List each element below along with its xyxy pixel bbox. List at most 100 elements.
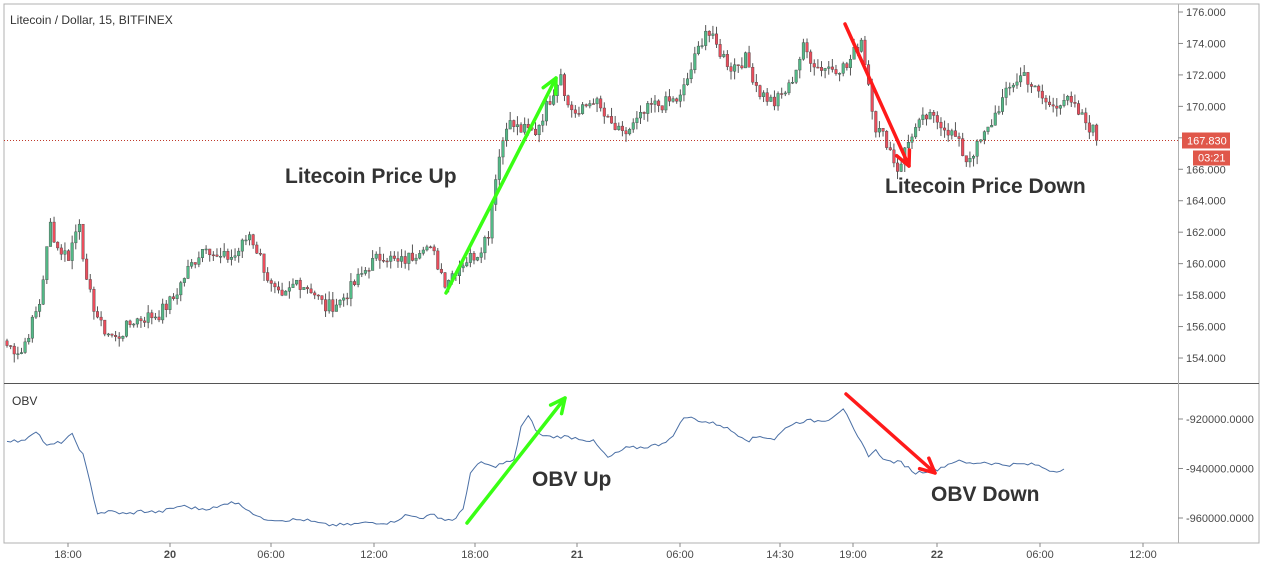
candle (425, 244, 429, 252)
candle (943, 120, 947, 138)
candle (686, 72, 690, 86)
candle (628, 127, 632, 136)
candle (715, 26, 719, 49)
candle-down (378, 253, 382, 261)
candle-down (262, 253, 266, 273)
candle-up (848, 59, 852, 68)
candle (830, 58, 834, 73)
candle-down (780, 93, 784, 95)
candle-up (678, 94, 682, 102)
candle-down (932, 112, 936, 116)
candle-up (240, 239, 244, 252)
candle (121, 335, 125, 342)
candle-down (436, 250, 440, 270)
time-tick-label: 21 (571, 549, 583, 561)
candle-down (610, 116, 614, 124)
candle (704, 25, 708, 51)
candle-down (56, 241, 60, 249)
candle-down (660, 105, 664, 111)
candle (190, 258, 194, 269)
candle-down (620, 125, 624, 131)
candle-down (961, 138, 965, 156)
candle-up (628, 129, 632, 135)
candle-down (519, 124, 523, 133)
candle (67, 249, 71, 261)
candle-down (1048, 101, 1052, 106)
candle-up (38, 304, 42, 312)
candle (349, 273, 353, 307)
candle-up (921, 114, 925, 120)
candle-up (671, 98, 675, 102)
candle (1029, 82, 1033, 93)
candle (1048, 95, 1052, 108)
candle (1095, 123, 1099, 146)
candle (1073, 94, 1077, 108)
candle-up (1011, 84, 1015, 88)
candle-up (425, 246, 429, 251)
candle-down (150, 312, 154, 319)
candle (153, 312, 157, 321)
candle-up (827, 66, 831, 69)
obv-tick-label: -940000.0000 (1186, 464, 1254, 476)
candle (59, 244, 63, 261)
candle-down (381, 260, 385, 262)
candle (143, 316, 147, 327)
candle-down (939, 121, 943, 129)
candle-up (418, 253, 422, 259)
candle-up (229, 257, 233, 260)
price-up-arrow (444, 76, 558, 295)
candle-down (486, 237, 490, 239)
candle-down (924, 114, 928, 120)
candle-up (135, 318, 139, 325)
candle-up (917, 119, 921, 128)
candle-up (910, 136, 914, 143)
candle-down (410, 252, 414, 261)
price-tick-label: 162.000 (1186, 227, 1226, 239)
candle (812, 59, 816, 76)
candle-up (342, 297, 346, 301)
candle (5, 338, 9, 348)
candle-up (23, 341, 27, 353)
candle-up (523, 124, 527, 133)
time-tick-label: 20 (164, 549, 176, 561)
candle (273, 281, 277, 294)
candle (689, 62, 693, 84)
candle-down (747, 52, 751, 68)
candle (92, 286, 96, 320)
candle-down (957, 136, 961, 139)
candle (1087, 115, 1091, 140)
candle-up (693, 53, 697, 71)
candle-down (52, 221, 56, 243)
candle (711, 25, 715, 40)
candle (45, 246, 49, 285)
candle-down (114, 335, 118, 337)
candle (157, 310, 161, 323)
candle (117, 332, 121, 347)
candle (1058, 104, 1062, 115)
candle-down (117, 336, 121, 339)
candle (982, 130, 986, 145)
candle (320, 295, 324, 305)
candle-down (305, 287, 309, 290)
candle (331, 292, 335, 318)
candle-down (215, 254, 219, 257)
price-tick-label: 164.000 (1186, 196, 1226, 208)
candle-up (70, 242, 74, 261)
candle-up (653, 100, 657, 105)
candle-up (664, 96, 668, 111)
candle-down (95, 311, 99, 318)
candle-down (718, 44, 722, 57)
candle-down (1077, 103, 1081, 115)
candle (81, 223, 85, 262)
candle-down (562, 74, 566, 96)
candle-up (686, 78, 690, 85)
candle (371, 250, 375, 271)
candle (164, 300, 168, 318)
candle (396, 251, 400, 268)
candle (667, 89, 671, 107)
candle-down (812, 63, 816, 68)
candle (743, 51, 747, 69)
candle (968, 151, 972, 168)
candle (675, 97, 679, 104)
